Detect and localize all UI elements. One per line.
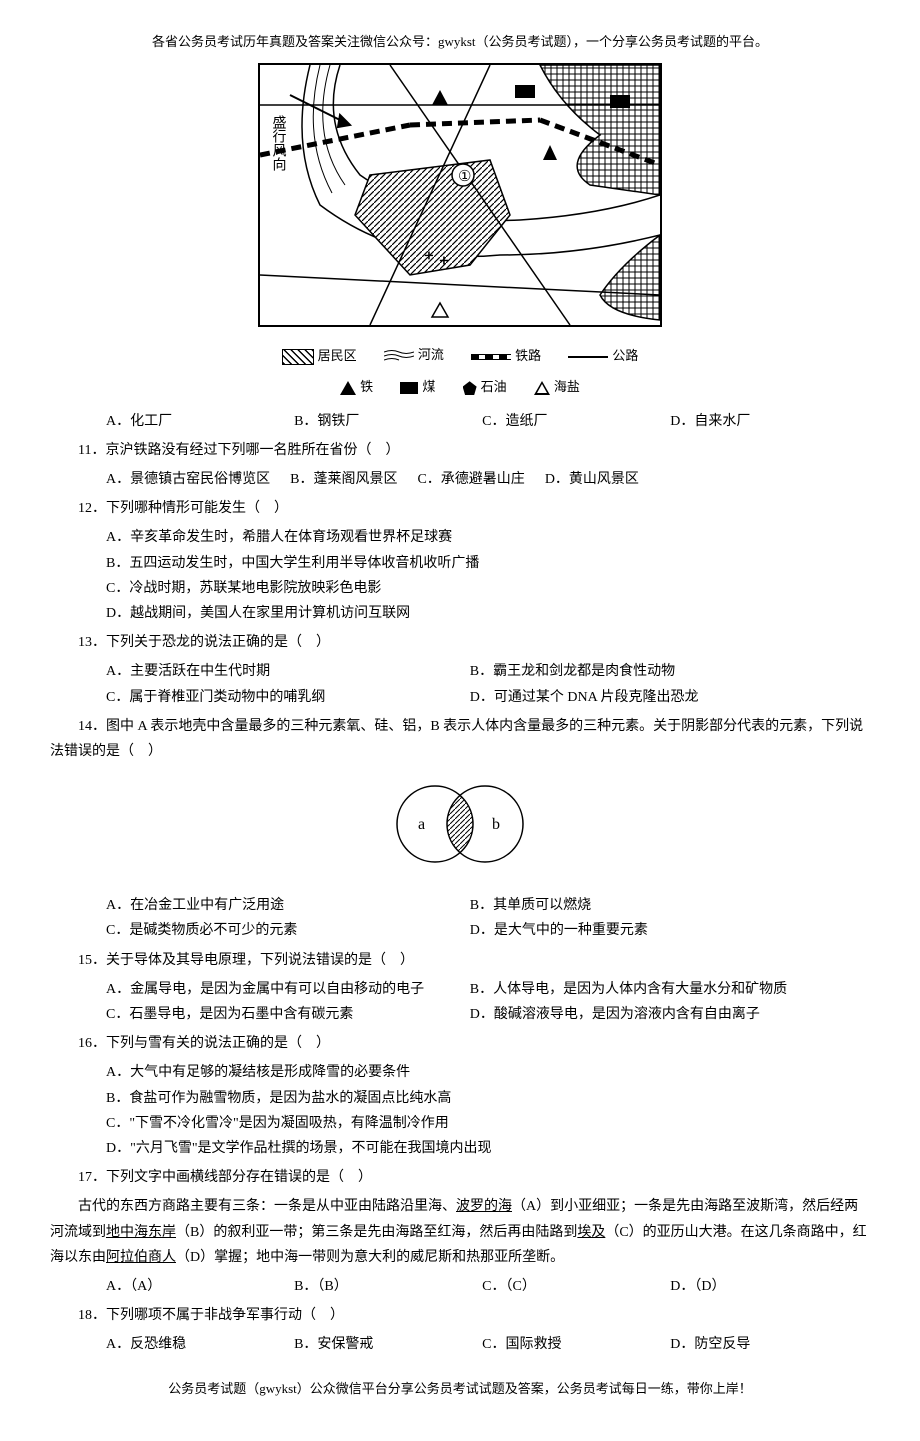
- map-svg: 盛行风向 ᚐ ᚐ ①: [260, 65, 660, 325]
- q13-opt-b: B．霸王龙和剑龙都是肉食性动物: [470, 659, 814, 684]
- q12-opt-d: D．越战期间，美国人在家里用计算机访问互联网: [106, 601, 870, 626]
- q17-stem: 17．下列文字中画横线部分存在错误的是（ ）: [50, 1165, 870, 1190]
- q17-options: A．（A） B．（B） C．（C） D．（D）: [106, 1274, 870, 1299]
- q12-stem: 12．下列哪种情形可能发生（ ）: [50, 496, 870, 521]
- q16-opt-d: D．"六月飞雪"是文学作品杜撰的场景，不可能在我国境内出现: [106, 1136, 870, 1161]
- legend-railway-label: 铁路: [515, 348, 541, 363]
- q14-opt-c: C．是碱类物质必不可少的元素: [106, 918, 450, 943]
- oil-symbol: [543, 145, 557, 160]
- q16-options: A．大气中有足够的凝结核是形成降雪的必要条件 B．食盐可作为融雪物质，是因为盐水…: [106, 1060, 870, 1161]
- venn-figure: a b: [50, 774, 870, 883]
- q18-stem: 18．下列哪项不属于非战争军事行动（ ）: [50, 1303, 870, 1328]
- footer-note: 公务员考试题（gwykst）公众微信平台分享公务员考试试题及答案，公务员考试每日…: [50, 1377, 870, 1400]
- q17-p3: （B）的叙利亚一带；第三条是先由海路至红海，然后再由陆路到: [176, 1225, 577, 1240]
- q15-options: A．金属导电，是因为金属中有可以自由移动的电子 B．人体导电，是因为人体内含有大…: [106, 977, 870, 1027]
- q17-u4: 阿拉伯商人: [106, 1250, 176, 1265]
- salt-symbol: [432, 303, 448, 317]
- q17-passage: 古代的东西方商路主要有三条：一条是从中亚由陆路沿里海、波罗的海（A）到小亚细亚；…: [50, 1194, 870, 1270]
- q17-p1: 古代的东西方商路主要有三条：一条是从中亚由陆路沿里海、: [78, 1199, 456, 1214]
- legend-salt-label: 海盐: [554, 379, 580, 394]
- q13-opt-a: A．主要活跃在中生代时期: [106, 659, 450, 684]
- q11-opt-d: D．黄山风景区: [545, 467, 639, 492]
- legend-row-2: 铁 煤 石油 海盐: [50, 374, 870, 399]
- q14-opt-b: B．其单质可以燃烧: [470, 893, 814, 918]
- q16-stem: 16．下列与雪有关的说法正确的是（ ）: [50, 1031, 870, 1056]
- q17-u2: 地中海东岸: [106, 1225, 176, 1240]
- q14-options: A．在冶金工业中有广泛用途 B．其单质可以燃烧 C．是碱类物质必不可少的元素 D…: [106, 893, 870, 943]
- q12-options: A．辛亥革命发生时，希腊人在体育场观看世界杯足球赛 B．五四运动发生时，中国大学…: [106, 525, 870, 626]
- legend-river-label: 河流: [418, 347, 444, 362]
- q18-opt-d: D．防空反导: [670, 1332, 838, 1357]
- q11-options: A．景德镇古窑民俗博览区 B．蓬莱阁风景区 C．承德避暑山庄 D．黄山风景区: [106, 467, 870, 492]
- map-box: 盛行风向 ᚐ ᚐ ①: [258, 63, 662, 327]
- q14-opt-a: A．在冶金工业中有广泛用途: [106, 893, 450, 918]
- q17-p5: （D）掌握；地中海一带则为意大利的威尼斯和热那亚所垄断。: [176, 1250, 564, 1265]
- legend-iron-icon: [340, 381, 356, 395]
- q10-opt-b: B．钢铁厂: [294, 409, 462, 434]
- tree-glyph-1: ᚐ: [424, 247, 434, 264]
- legend-railway-icon: [471, 354, 511, 360]
- q15-opt-c: C．石墨导电，是因为石墨中含有碳元素: [106, 1002, 450, 1027]
- q17-opt-d: D．（D）: [670, 1274, 838, 1299]
- legend-row-1: 居民区 河流 铁路 公路: [50, 343, 870, 368]
- q10-opt-d: D．自来水厂: [670, 409, 838, 434]
- q15-opt-d: D．酸碱溶液导电，是因为溶液内含有自由离子: [470, 1002, 814, 1027]
- header-note: 各省公务员考试历年真题及答案关注微信公众号：gwykst（公务员考试题），一个分…: [50, 30, 870, 53]
- q18-options: A．反恐维稳 B．安保警戒 C．国际救授 D．防空反导: [106, 1332, 870, 1357]
- q11-opt-b: B．蓬莱阁风景区: [290, 467, 397, 492]
- venn-svg: a b: [370, 774, 550, 874]
- q12-opt-a: A．辛亥革命发生时，希腊人在体育场观看世界杯足球赛: [106, 525, 870, 550]
- marker-label: ①: [458, 169, 471, 185]
- q17-opt-c: C．（C）: [482, 1274, 650, 1299]
- legend-iron-label: 铁: [360, 379, 373, 394]
- q10-options: A．化工厂 B．钢铁厂 C．造纸厂 D．自来水厂: [106, 409, 870, 434]
- legend-oil-icon: [463, 381, 477, 395]
- legend-road-label: 公路: [612, 348, 638, 363]
- q16-opt-c: C．"下雪不冷化雪冷"是因为凝固吸热，有降温制冷作用: [106, 1111, 870, 1136]
- tree-glyph-2: ᚐ: [439, 252, 449, 269]
- q18-opt-c: C．国际救授: [482, 1332, 650, 1357]
- q14-opt-d: D．是大气中的一种重要元素: [470, 918, 814, 943]
- q11-stem: 11．京沪铁路没有经过下列哪一名胜所在省份（ ）: [50, 438, 870, 463]
- q18-opt-b: B．安保警戒: [294, 1332, 462, 1357]
- q17-u1: 波罗的海: [456, 1199, 512, 1214]
- q12-opt-b: B．五四运动发生时，中国大学生利用半导体收音机收听广播: [106, 551, 870, 576]
- q15-opt-a: A．金属导电，是因为金属中有可以自由移动的电子: [106, 977, 450, 1002]
- q17-opt-a: A．（A）: [106, 1274, 274, 1299]
- q16-opt-b: B．食盐可作为融雪物质，是因为盐水的凝固点比纯水高: [106, 1086, 870, 1111]
- legend-residential-label: 居民区: [318, 348, 357, 363]
- q15-stem: 15．关于导体及其导电原理，下列说法错误的是（ ）: [50, 948, 870, 973]
- q13-stem: 13．下列关于恐龙的说法正确的是（ ）: [50, 630, 870, 655]
- legend-road-icon: [568, 356, 608, 358]
- q10-opt-c: C．造纸厂: [482, 409, 650, 434]
- legend-residential-icon: [282, 349, 314, 365]
- legend-river-icon: [384, 345, 414, 368]
- legend-oil-label: 石油: [481, 379, 507, 394]
- q16-opt-a: A．大气中有足够的凝结核是形成降雪的必要条件: [106, 1060, 870, 1085]
- q17-u3: 埃及: [577, 1225, 605, 1240]
- q10-opt-a: A．化工厂: [106, 409, 274, 434]
- venn-label-a: a: [418, 816, 425, 833]
- q14-stem: 14．图中 A 表示地壳中含量最多的三种元素氧、硅、铝，B 表示人体内含量最多的…: [50, 714, 870, 764]
- venn-label-b: b: [492, 816, 500, 833]
- legend-coal-label: 煤: [422, 379, 435, 394]
- iron-symbol: [432, 90, 448, 105]
- q15-opt-b: B．人体导电，是因为人体内含有大量水分和矿物质: [470, 977, 814, 1002]
- q11-opt-c: C．承德避暑山庄: [417, 467, 524, 492]
- wind-label: 盛行风向: [271, 115, 287, 171]
- coal-symbol-1: [515, 85, 535, 98]
- map-figure: 盛行风向 ᚐ ᚐ ① 居民区 河流 铁路 公路 铁 煤 石油 海盐: [50, 63, 870, 398]
- legend-salt-icon: [534, 381, 550, 395]
- legend-coal-icon: [400, 382, 418, 394]
- q12-opt-c: C．冷战时期，苏联某地电影院放映彩色电影: [106, 576, 870, 601]
- coal-symbol-2: [610, 95, 630, 108]
- q11-opt-a: A．景德镇古窑民俗博览区: [106, 467, 270, 492]
- q17-opt-b: B．（B）: [294, 1274, 462, 1299]
- q13-opt-c: C．属于脊椎亚门类动物中的哺乳纲: [106, 685, 450, 710]
- q18-opt-a: A．反恐维稳: [106, 1332, 274, 1357]
- q13-options: A．主要活跃在中生代时期 B．霸王龙和剑龙都是肉食性动物 C．属于脊椎亚门类动物…: [106, 659, 870, 709]
- q13-opt-d: D．可通过某个 DNA 片段克隆出恐龙: [470, 685, 814, 710]
